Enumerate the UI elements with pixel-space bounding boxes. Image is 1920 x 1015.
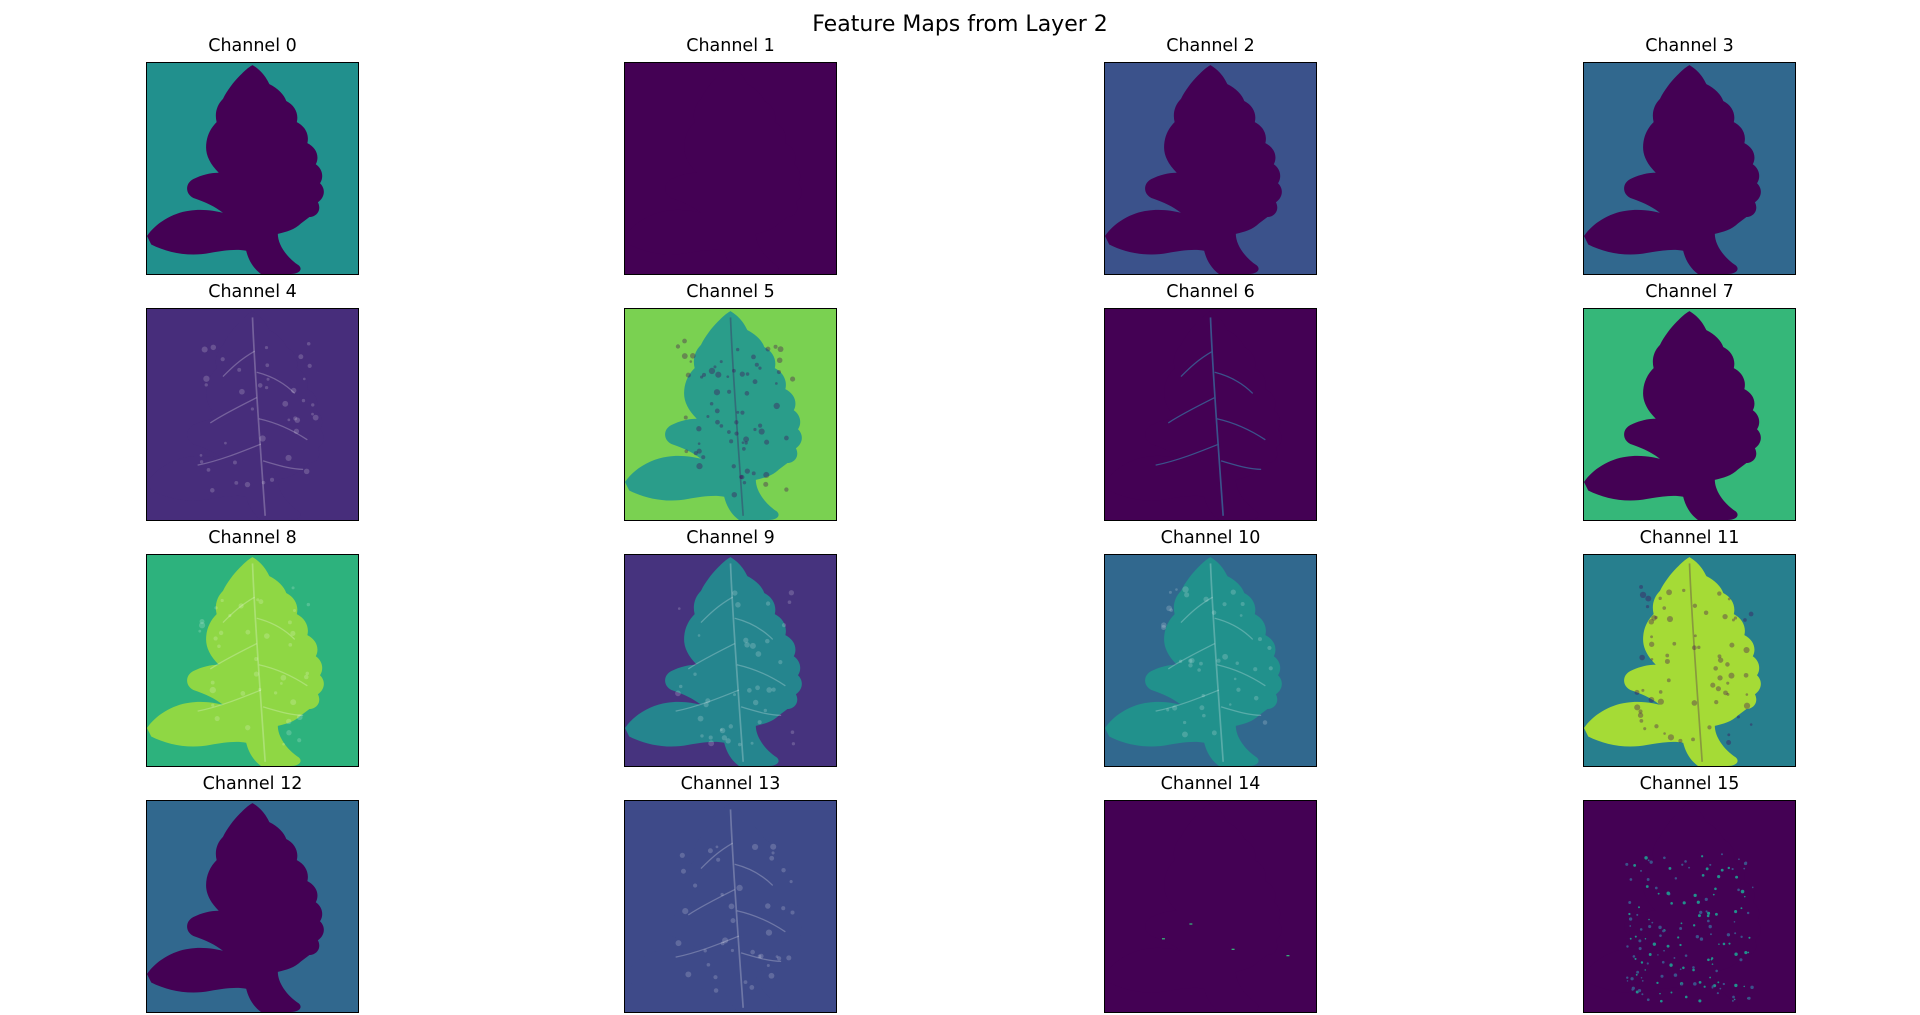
leaf-silhouette — [1584, 803, 1761, 1012]
leaf-texture — [675, 563, 796, 762]
channel-title: Channel 0 — [208, 36, 297, 56]
leaf-silhouette — [1105, 65, 1282, 274]
channel-title: Channel 3 — [1645, 36, 1734, 56]
leaf-silhouette — [147, 557, 324, 766]
channel-title: Channel 7 — [1645, 282, 1734, 302]
channel-title: Channel 15 — [1639, 774, 1740, 794]
feature-map-image — [146, 62, 359, 275]
leaf-texture — [197, 317, 319, 516]
leaf-silhouette — [147, 311, 324, 520]
leaf-texture — [1155, 563, 1273, 762]
channel-title: Channel 14 — [1160, 774, 1261, 794]
leaf-texture — [675, 317, 796, 516]
feature-map-image — [624, 308, 837, 521]
leaf-texture — [1625, 853, 1754, 1003]
leaf-silhouette — [625, 803, 802, 1012]
feature-map-heatmap — [147, 63, 358, 274]
channel-title: Channel 8 — [208, 528, 297, 548]
channel-title: Channel 9 — [686, 528, 775, 548]
feature-map-image — [1104, 800, 1317, 1013]
feature-map-image — [1583, 308, 1796, 521]
feature-map-image — [1104, 62, 1317, 275]
channel-title: Channel 12 — [202, 774, 303, 794]
channel-title: Channel 13 — [680, 774, 781, 794]
feature-map-image — [1583, 554, 1796, 767]
leaf-silhouette — [1584, 65, 1761, 274]
feature-map-heatmap — [625, 801, 836, 1012]
leaf-silhouette — [1105, 557, 1282, 766]
channel-title: Channel 2 — [1166, 36, 1255, 56]
feature-map-heatmap — [1584, 555, 1795, 766]
feature-map-heatmap — [625, 309, 836, 520]
feature-map-heatmap — [625, 63, 836, 274]
leaf-silhouette — [1584, 311, 1761, 520]
leaf-silhouette — [625, 311, 802, 520]
feature-map-heatmap — [1105, 309, 1316, 520]
feature-map-image — [1104, 308, 1317, 521]
leaf-silhouette — [147, 803, 324, 1012]
feature-map-heatmap — [147, 555, 358, 766]
leaf-silhouette — [625, 65, 802, 274]
feature-map-heatmap — [1584, 63, 1795, 274]
feature-map-image — [1583, 62, 1796, 275]
feature-map-image — [624, 800, 837, 1013]
feature-map-image — [1104, 554, 1317, 767]
leaf-silhouette — [1584, 557, 1761, 766]
leaf-texture — [675, 809, 795, 1008]
figure-title: Feature Maps from Layer 2 — [812, 12, 1108, 37]
feature-map-image — [146, 554, 359, 767]
channel-title: Channel 6 — [1166, 282, 1255, 302]
leaf-silhouette — [625, 557, 802, 766]
feature-map-heatmap — [1105, 801, 1316, 1012]
leaf-texture — [1161, 923, 1290, 957]
feature-map-heatmap — [1105, 555, 1316, 766]
channel-title: Channel 5 — [686, 282, 775, 302]
leaf-silhouette — [147, 65, 324, 274]
channel-title: Channel 11 — [1639, 528, 1740, 548]
feature-map-image — [624, 554, 837, 767]
channel-title: Channel 1 — [686, 36, 775, 56]
feature-map-image — [624, 62, 837, 275]
feature-map-heatmap — [1105, 63, 1316, 274]
feature-map-heatmap — [625, 555, 836, 766]
channel-title: Channel 4 — [208, 282, 297, 302]
channel-title: Channel 10 — [1160, 528, 1261, 548]
feature-map-heatmap — [147, 801, 358, 1012]
feature-map-heatmap — [1584, 309, 1795, 520]
leaf-texture — [197, 563, 311, 762]
feature-map-image — [1583, 800, 1796, 1013]
leaf-texture — [1155, 317, 1266, 516]
feature-map-image — [146, 800, 359, 1013]
feature-map-heatmap — [1584, 801, 1795, 1012]
leaf-silhouette — [1105, 803, 1282, 1012]
feature-map-image — [146, 308, 359, 521]
feature-map-heatmap — [147, 309, 358, 520]
leaf-silhouette — [1105, 311, 1282, 520]
leaf-texture — [1634, 563, 1754, 762]
